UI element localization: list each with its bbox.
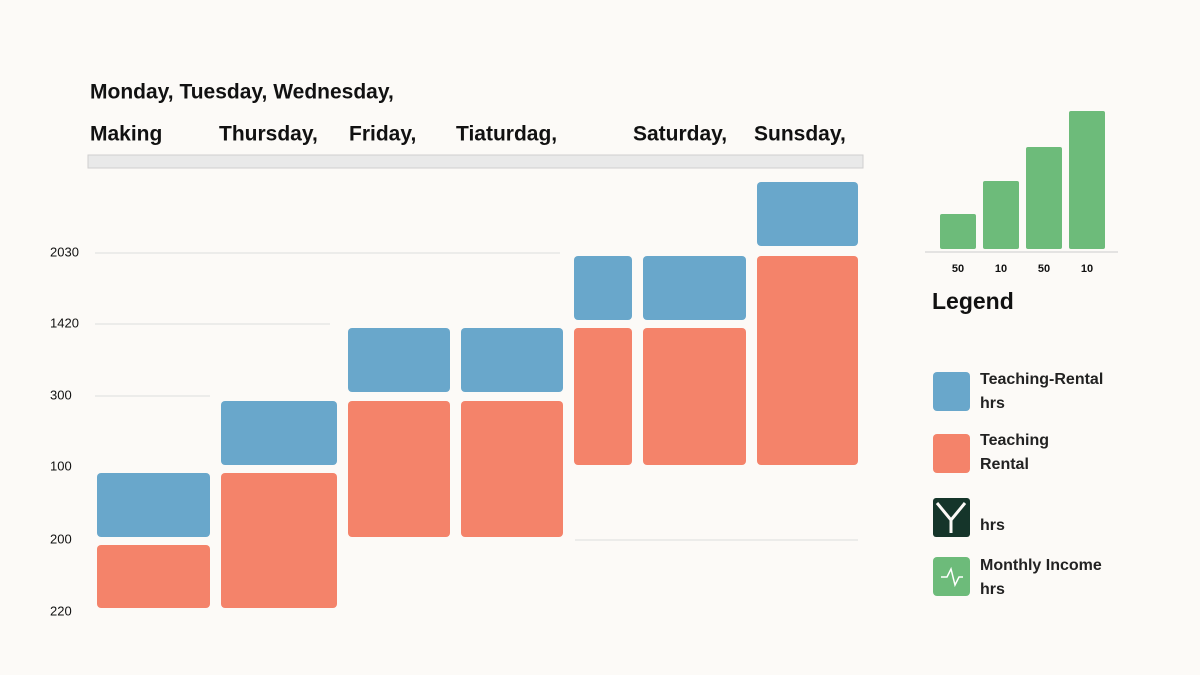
legend-swatch [933, 372, 970, 411]
y-label: 2030 [50, 244, 79, 259]
legend: Legend Teaching-Rental hrs Teaching Rent… [932, 288, 1103, 598]
legend-icon-glyph [941, 566, 963, 588]
day-label: Making [90, 123, 162, 146]
mini-bar [1026, 147, 1062, 249]
mini-label: 10 [1081, 263, 1093, 275]
mini-label: 50 [952, 263, 964, 275]
mini-bar [983, 181, 1019, 249]
block [221, 473, 337, 608]
y-label: 200 [50, 531, 72, 546]
legend-label: hrs [980, 517, 1005, 534]
grid [95, 252, 858, 541]
header-bar [87, 154, 864, 169]
y-label: 1420 [50, 315, 79, 330]
block [348, 328, 450, 392]
day-label: Sunsday, [754, 123, 846, 146]
legend-label: Teaching-Rental [980, 371, 1103, 388]
block [461, 328, 563, 392]
legend-label: hrs [980, 395, 1005, 412]
mini-label: 10 [995, 263, 1007, 275]
header-line: Monday, Tuesday, Wednesday, [90, 81, 394, 104]
block [574, 328, 632, 465]
block [643, 328, 746, 465]
y-label: 100 [50, 458, 72, 473]
mini-label: 50 [1038, 263, 1050, 275]
block [757, 182, 858, 246]
y-label: 300 [50, 387, 72, 402]
legend-label: hrs [980, 581, 1005, 598]
block [757, 256, 858, 465]
legend-label: Teaching [980, 432, 1049, 449]
block [348, 401, 450, 537]
legend-swatch [933, 557, 970, 596]
day-label: Thursday, [219, 123, 318, 146]
mini-bar [1069, 111, 1105, 249]
day-label: Saturday, [633, 123, 727, 146]
mini-bar [940, 214, 976, 249]
y-label: 220 [50, 603, 72, 618]
blocks [97, 182, 858, 608]
block [461, 401, 563, 537]
legend-label: Monthly Income [980, 557, 1102, 574]
block [97, 473, 210, 537]
block [574, 256, 632, 320]
mini-chart: 50 10 50 10 [925, 111, 1118, 275]
legend-label: Rental [980, 456, 1029, 473]
day-label: Tiaturdag, [456, 123, 557, 146]
legend-swatch [933, 434, 970, 473]
day-label: Friday, [349, 123, 416, 146]
block [643, 256, 746, 320]
legend-icon-glyph [935, 502, 967, 533]
block [97, 545, 210, 608]
legend-title: Legend [932, 288, 1014, 314]
block [221, 401, 337, 465]
